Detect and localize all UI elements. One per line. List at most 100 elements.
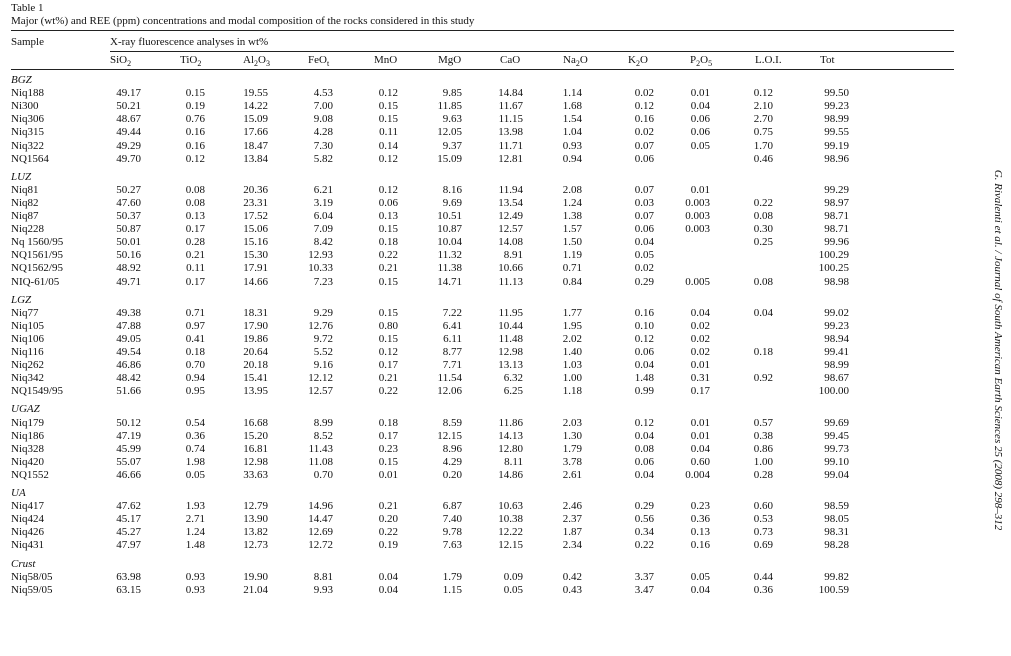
table-cell: 6.87 [442, 500, 462, 513]
table-cell: 0.10 [634, 319, 654, 332]
table-cell: 14.13 [498, 429, 523, 442]
table-cell: 14.22 [243, 100, 268, 113]
table-cell: 0.46 [753, 152, 773, 165]
top-rule [11, 30, 954, 31]
sample-name: Niq228 [11, 223, 44, 236]
table-cell: 1.79 [562, 442, 582, 455]
table-cell: 98.94 [824, 332, 849, 345]
table-cell: 0.04 [690, 306, 710, 319]
table-cell: 99.10 [824, 455, 849, 468]
table-cell: 10.66 [498, 262, 523, 275]
table-cell: 0.71 [185, 306, 205, 319]
table-cell: 0.12 [634, 332, 654, 345]
table-cell: 12.98 [498, 346, 523, 358]
table-cell: 0.17 [185, 223, 205, 236]
table-cell: 8.96 [442, 442, 462, 455]
table-cell: 0.08 [185, 183, 205, 196]
table-cell: 7.63 [442, 539, 462, 552]
table-cell: 50.37 [116, 210, 141, 222]
column-header: FeOt [308, 54, 330, 69]
table-cell: 98.96 [824, 152, 849, 165]
table-cell: 49.29 [116, 139, 141, 152]
table-cell: 12.80 [498, 442, 523, 455]
table-cell: 0.003 [685, 196, 710, 209]
table-cell: 10.38 [498, 513, 523, 526]
spanner-rule [110, 51, 954, 52]
table-cell: 6.11 [443, 332, 462, 345]
table-cell: 0.04 [378, 583, 398, 596]
table-cell: 0.09 [503, 570, 523, 583]
table-cell: 0.69 [753, 539, 773, 552]
sample-name: Niq58/05 [11, 570, 53, 583]
table-cell: 0.04 [690, 442, 710, 455]
sample-name: Niq417 [11, 500, 44, 513]
table-cell: 0.06 [690, 113, 710, 126]
table-cell: 49.17 [116, 87, 141, 100]
table-cell: 9.69 [442, 196, 462, 209]
column-header: SiO2 [110, 54, 132, 69]
table-cell: 98.98 [824, 275, 849, 288]
table-cell: 4.29 [442, 455, 462, 468]
table-cell: 0.12 [185, 152, 205, 165]
sample-name: Niq431 [11, 539, 44, 552]
table-cell: 99.73 [824, 442, 849, 455]
header-sample: Sample [11, 36, 44, 48]
group-label: Crust [11, 557, 36, 570]
table-cell: 0.17 [378, 359, 398, 372]
table-cell: 0.004 [685, 468, 710, 481]
table-cell: 49.38 [116, 306, 141, 319]
table-cell: 0.14 [378, 139, 398, 152]
table-cell: 0.16 [634, 306, 654, 319]
table-cell: 0.30 [753, 223, 773, 236]
table-cell: 0.70 [313, 468, 333, 481]
sample-name: Niq424 [11, 513, 44, 526]
table-cell: 0.01 [690, 429, 710, 442]
table-cell: 12.93 [308, 249, 333, 262]
table-cell: 16.81 [243, 442, 268, 455]
table-cell: 6.25 [503, 385, 523, 398]
table-cell: 9.85 [442, 87, 462, 100]
column-header: Na2O [563, 54, 588, 69]
table-cell: 11.48 [498, 332, 523, 345]
table-cell: 0.94 [185, 372, 205, 385]
table-cell: 50.27 [116, 183, 141, 196]
table-cell: 0.80 [378, 319, 398, 332]
table-cell: 8.77 [442, 346, 462, 358]
table-cell: 9.16 [313, 359, 333, 372]
table-cell: 0.05 [185, 468, 205, 481]
table-cell: 47.97 [116, 539, 141, 552]
table-cell: 13.84 [243, 152, 268, 165]
table-cell: 12.98 [243, 455, 268, 468]
table-cell: 99.96 [824, 236, 849, 249]
table-caption: Major (wt%) and REE (ppm) concentrations… [11, 15, 475, 27]
table-cell: 0.19 [185, 100, 205, 113]
table-cell: 0.02 [634, 87, 654, 100]
table-cell: 0.18 [185, 346, 205, 358]
sample-name: Niq105 [11, 319, 44, 332]
table-cell: 98.59 [824, 500, 849, 513]
table-cell: 98.99 [824, 113, 849, 126]
table-cell: 0.22 [753, 196, 773, 209]
table-cell: 9.37 [442, 139, 462, 152]
table-cell: 6.21 [313, 183, 333, 196]
running-header: G. Rivalenti et al. / Journal of South A… [992, 169, 1004, 531]
sample-name: Niq82 [11, 196, 39, 209]
table-cell: 1.18 [562, 385, 582, 398]
table-cell: 21.04 [243, 583, 268, 596]
table-cell: 10.63 [498, 500, 523, 513]
table-cell: 99.69 [824, 416, 849, 429]
table-cell: 10.33 [308, 262, 333, 275]
table-cell: 11.54 [437, 372, 462, 385]
table-cell: 0.95 [185, 385, 205, 398]
table-cell: 98.67 [824, 372, 849, 385]
table-cell: 17.90 [243, 319, 268, 332]
sample-name: NQ1561/95 [11, 249, 63, 262]
sample-name: Niq77 [11, 306, 39, 319]
table-cell: 0.97 [185, 319, 205, 332]
table-cell: 13.13 [498, 359, 523, 372]
table-cell: 0.11 [186, 262, 205, 275]
table-cell: 15.20 [243, 429, 268, 442]
table-cell: 1.98 [185, 455, 205, 468]
table-cell: 98.05 [824, 513, 849, 526]
table-cell: 0.005 [685, 275, 710, 288]
